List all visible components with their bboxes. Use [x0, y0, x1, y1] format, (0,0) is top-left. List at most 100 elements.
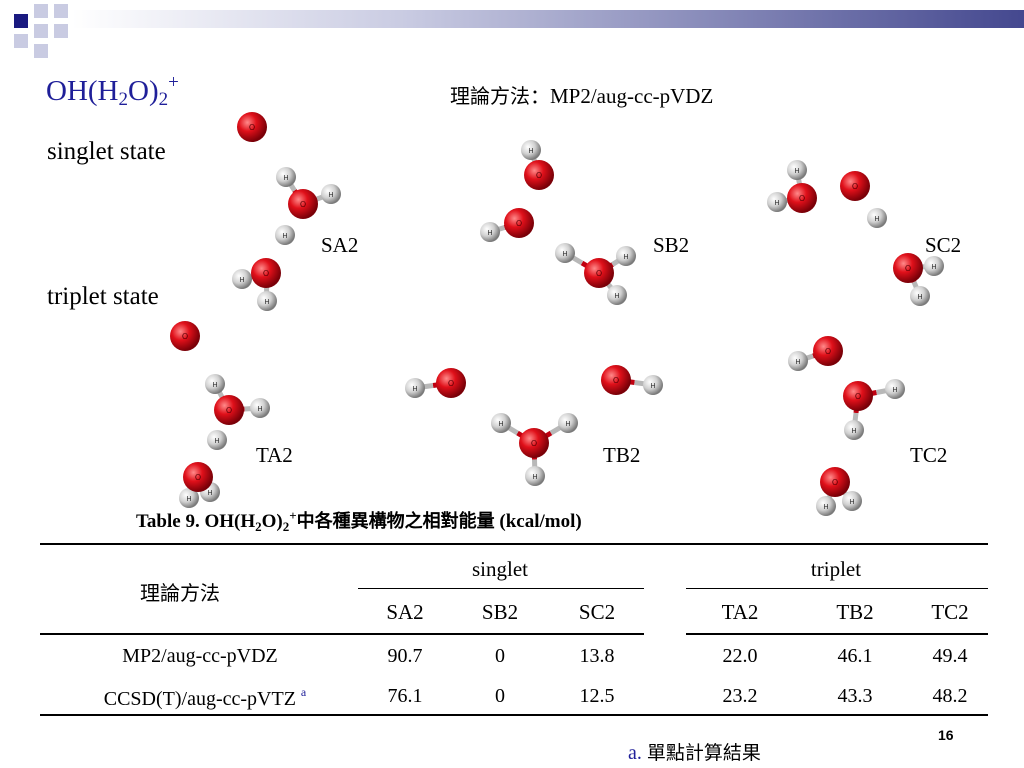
- table-cell: 43.3: [837, 685, 873, 707]
- atom-label: O: [825, 347, 831, 356]
- hydrogen-atom: [616, 246, 636, 266]
- deco-square: [14, 14, 28, 28]
- hydrogen-atom: [321, 184, 341, 204]
- table-cell: 76.1: [387, 685, 423, 707]
- atom-label: O: [799, 194, 805, 203]
- atom-label: O: [226, 406, 232, 415]
- atom-label: H: [931, 263, 936, 271]
- atom-label: H: [239, 276, 244, 284]
- atom-label: H: [498, 420, 503, 428]
- deco-square: [54, 24, 68, 38]
- hydrogen-atom: [525, 466, 545, 486]
- oxygen-atom: [787, 183, 817, 213]
- table-cell: 90.7: [387, 645, 423, 667]
- hydrogen-atom: [405, 378, 425, 398]
- table-cell: 46.1: [837, 645, 873, 667]
- hydrogen-atom: [842, 491, 862, 511]
- atom-label: O: [263, 269, 269, 278]
- hydrogen-atom: [816, 496, 836, 516]
- column-header: SB2: [481, 600, 519, 624]
- singlet-state-label: singlet state: [47, 138, 166, 165]
- deco-square: [34, 4, 48, 18]
- atom-label: H: [565, 420, 570, 428]
- atom-label: H: [328, 191, 333, 199]
- hydrogen-atom: [867, 208, 887, 228]
- isomer-label-sb2: SB2: [653, 233, 690, 257]
- atom-label: H: [650, 382, 655, 390]
- hydrogen-atom: [275, 225, 295, 245]
- atom-label: H: [257, 405, 262, 413]
- atom-label: H: [851, 427, 856, 435]
- column-header: TC2: [931, 600, 969, 624]
- hydrogen-atom: [205, 374, 225, 394]
- isomer-label-tb2: TB2: [603, 443, 641, 467]
- atom-label: H: [487, 229, 492, 237]
- atom-label: H: [917, 293, 922, 301]
- table-cell: 49.4: [932, 645, 968, 667]
- oxygen-atom: [820, 467, 850, 497]
- oxygen-atom: [584, 258, 614, 288]
- atom-label: O: [448, 379, 454, 388]
- atom-label: O: [300, 200, 306, 209]
- atom-label: O: [855, 392, 861, 401]
- atom-label: H: [794, 167, 799, 175]
- oxygen-atom: [813, 336, 843, 366]
- singlet-header: singlet: [472, 557, 528, 581]
- triplet-state-label: triplet state: [47, 283, 159, 310]
- oxygen-atom: [251, 258, 281, 288]
- atom-label: H: [412, 385, 417, 393]
- atom-label: H: [614, 292, 619, 300]
- hydrogen-atom: [207, 430, 227, 450]
- hydrogen-atom: [491, 413, 511, 433]
- hydrogen-atom: [521, 140, 541, 160]
- deco-square: [54, 4, 68, 18]
- atom-label: O: [516, 219, 522, 228]
- method-header: 理論方法: [140, 581, 220, 605]
- hydrogen-atom: [179, 488, 199, 508]
- oxygen-atom: [893, 253, 923, 283]
- oxygen-atom: [170, 321, 200, 351]
- atom-label: O: [832, 478, 838, 487]
- hydrogen-atom: [788, 351, 808, 371]
- molecule-structures: O H H H O H H O H O H O H H H O H H O H O H H O O H H H O H H O H O H O H H H O…: [170, 112, 944, 516]
- hydrogen-atom: [232, 269, 252, 289]
- atom-label: H: [823, 503, 828, 511]
- table-cell: 0: [495, 645, 505, 667]
- method-label: 理論方法：MP2/aug-cc-pVDZ: [450, 84, 714, 108]
- oxygen-atom: [519, 428, 549, 458]
- isomer-label-sa2: SA2: [321, 233, 359, 257]
- row-method: MP2/aug-cc-pVDZ: [122, 645, 278, 667]
- oxygen-atom: [288, 189, 318, 219]
- hydrogen-atom: [480, 222, 500, 242]
- atom-label: O: [536, 171, 542, 180]
- atom-label: H: [282, 232, 287, 240]
- atom-label: H: [214, 437, 219, 445]
- atom-label: H: [532, 473, 537, 481]
- hydrogen-atom: [558, 413, 578, 433]
- column-header: TA2: [721, 600, 759, 624]
- atom-label: O: [182, 332, 188, 341]
- oxygen-atom: [843, 381, 873, 411]
- atom-label: H: [186, 495, 191, 503]
- atom-label: H: [528, 147, 533, 155]
- deco-square: [14, 34, 28, 48]
- atom-label: H: [623, 253, 628, 261]
- table-top-rule: [40, 543, 988, 545]
- atom-label: H: [849, 498, 854, 506]
- footnote-marker: a: [300, 685, 307, 699]
- table-bottom-rule: [40, 714, 988, 716]
- atom-label: H: [795, 358, 800, 366]
- hydrogen-atom: [787, 160, 807, 180]
- slide-title: OH(H2O)2+: [46, 72, 179, 110]
- oxygen-atom: [524, 160, 554, 190]
- oxygen-atom: [504, 208, 534, 238]
- atom-label: O: [531, 439, 537, 448]
- atom-label: H: [264, 298, 269, 306]
- isomer-label-tc2: TC2: [910, 443, 948, 467]
- atom-label: H: [562, 250, 567, 258]
- atom-label: H: [212, 381, 217, 389]
- column-header: SC2: [578, 600, 616, 624]
- hydrogen-atom: [885, 379, 905, 399]
- oxygen-atom: [214, 395, 244, 425]
- table-caption: Table 9. OH(H2O)2+中各種異構物之相對能量 (kcal/mol): [136, 508, 582, 534]
